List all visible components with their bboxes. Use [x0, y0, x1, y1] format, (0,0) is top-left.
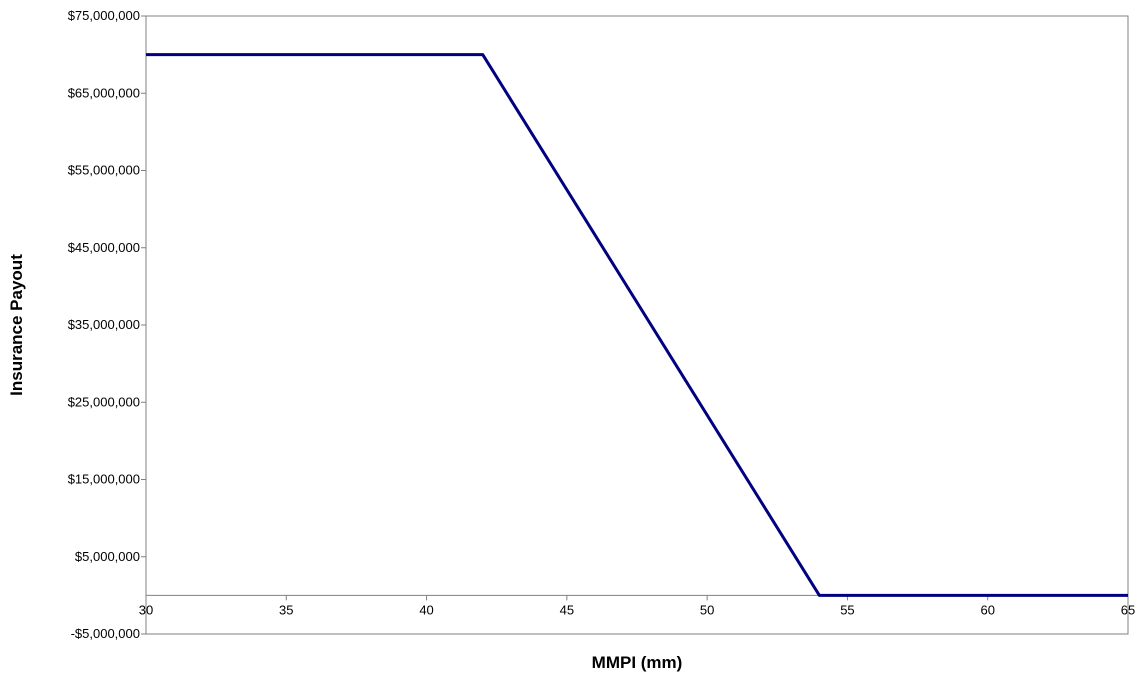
x-tick-label: 35 [279, 602, 293, 617]
plot-area [145, 15, 1129, 635]
y-axis-title: Insurance Payout [7, 254, 26, 396]
y-tick-label: $25,000,000 [68, 394, 140, 409]
x-tick-label: 30 [139, 602, 153, 617]
x-axis-title: MMPI (mm) [592, 653, 683, 672]
y-tick-label: $5,000,000 [75, 549, 140, 564]
x-tick-label: 50 [700, 602, 714, 617]
y-tick-label: $35,000,000 [68, 317, 140, 332]
y-tick-label: $15,000,000 [68, 472, 140, 487]
x-tick-label: 65 [1121, 602, 1135, 617]
y-tick-label: $45,000,000 [68, 240, 140, 255]
y-tick-label: -$5,000,000 [71, 626, 140, 641]
y-axis: -$5,000,000 $5,000,000 $15,000,000 $25,000,… [68, 8, 146, 641]
y-tick-label: $75,000,000 [68, 8, 140, 23]
x-tick-label: 60 [980, 602, 994, 617]
y-tick-label: $55,000,000 [68, 163, 140, 178]
series-layer [146, 53, 1128, 597]
payout-series-line [146, 53, 1128, 597]
x-tick-label: 40 [419, 602, 433, 617]
x-tick-label: 55 [840, 602, 854, 617]
y-tick-label: $65,000,000 [68, 85, 140, 100]
x-tick-label: 45 [560, 602, 574, 617]
